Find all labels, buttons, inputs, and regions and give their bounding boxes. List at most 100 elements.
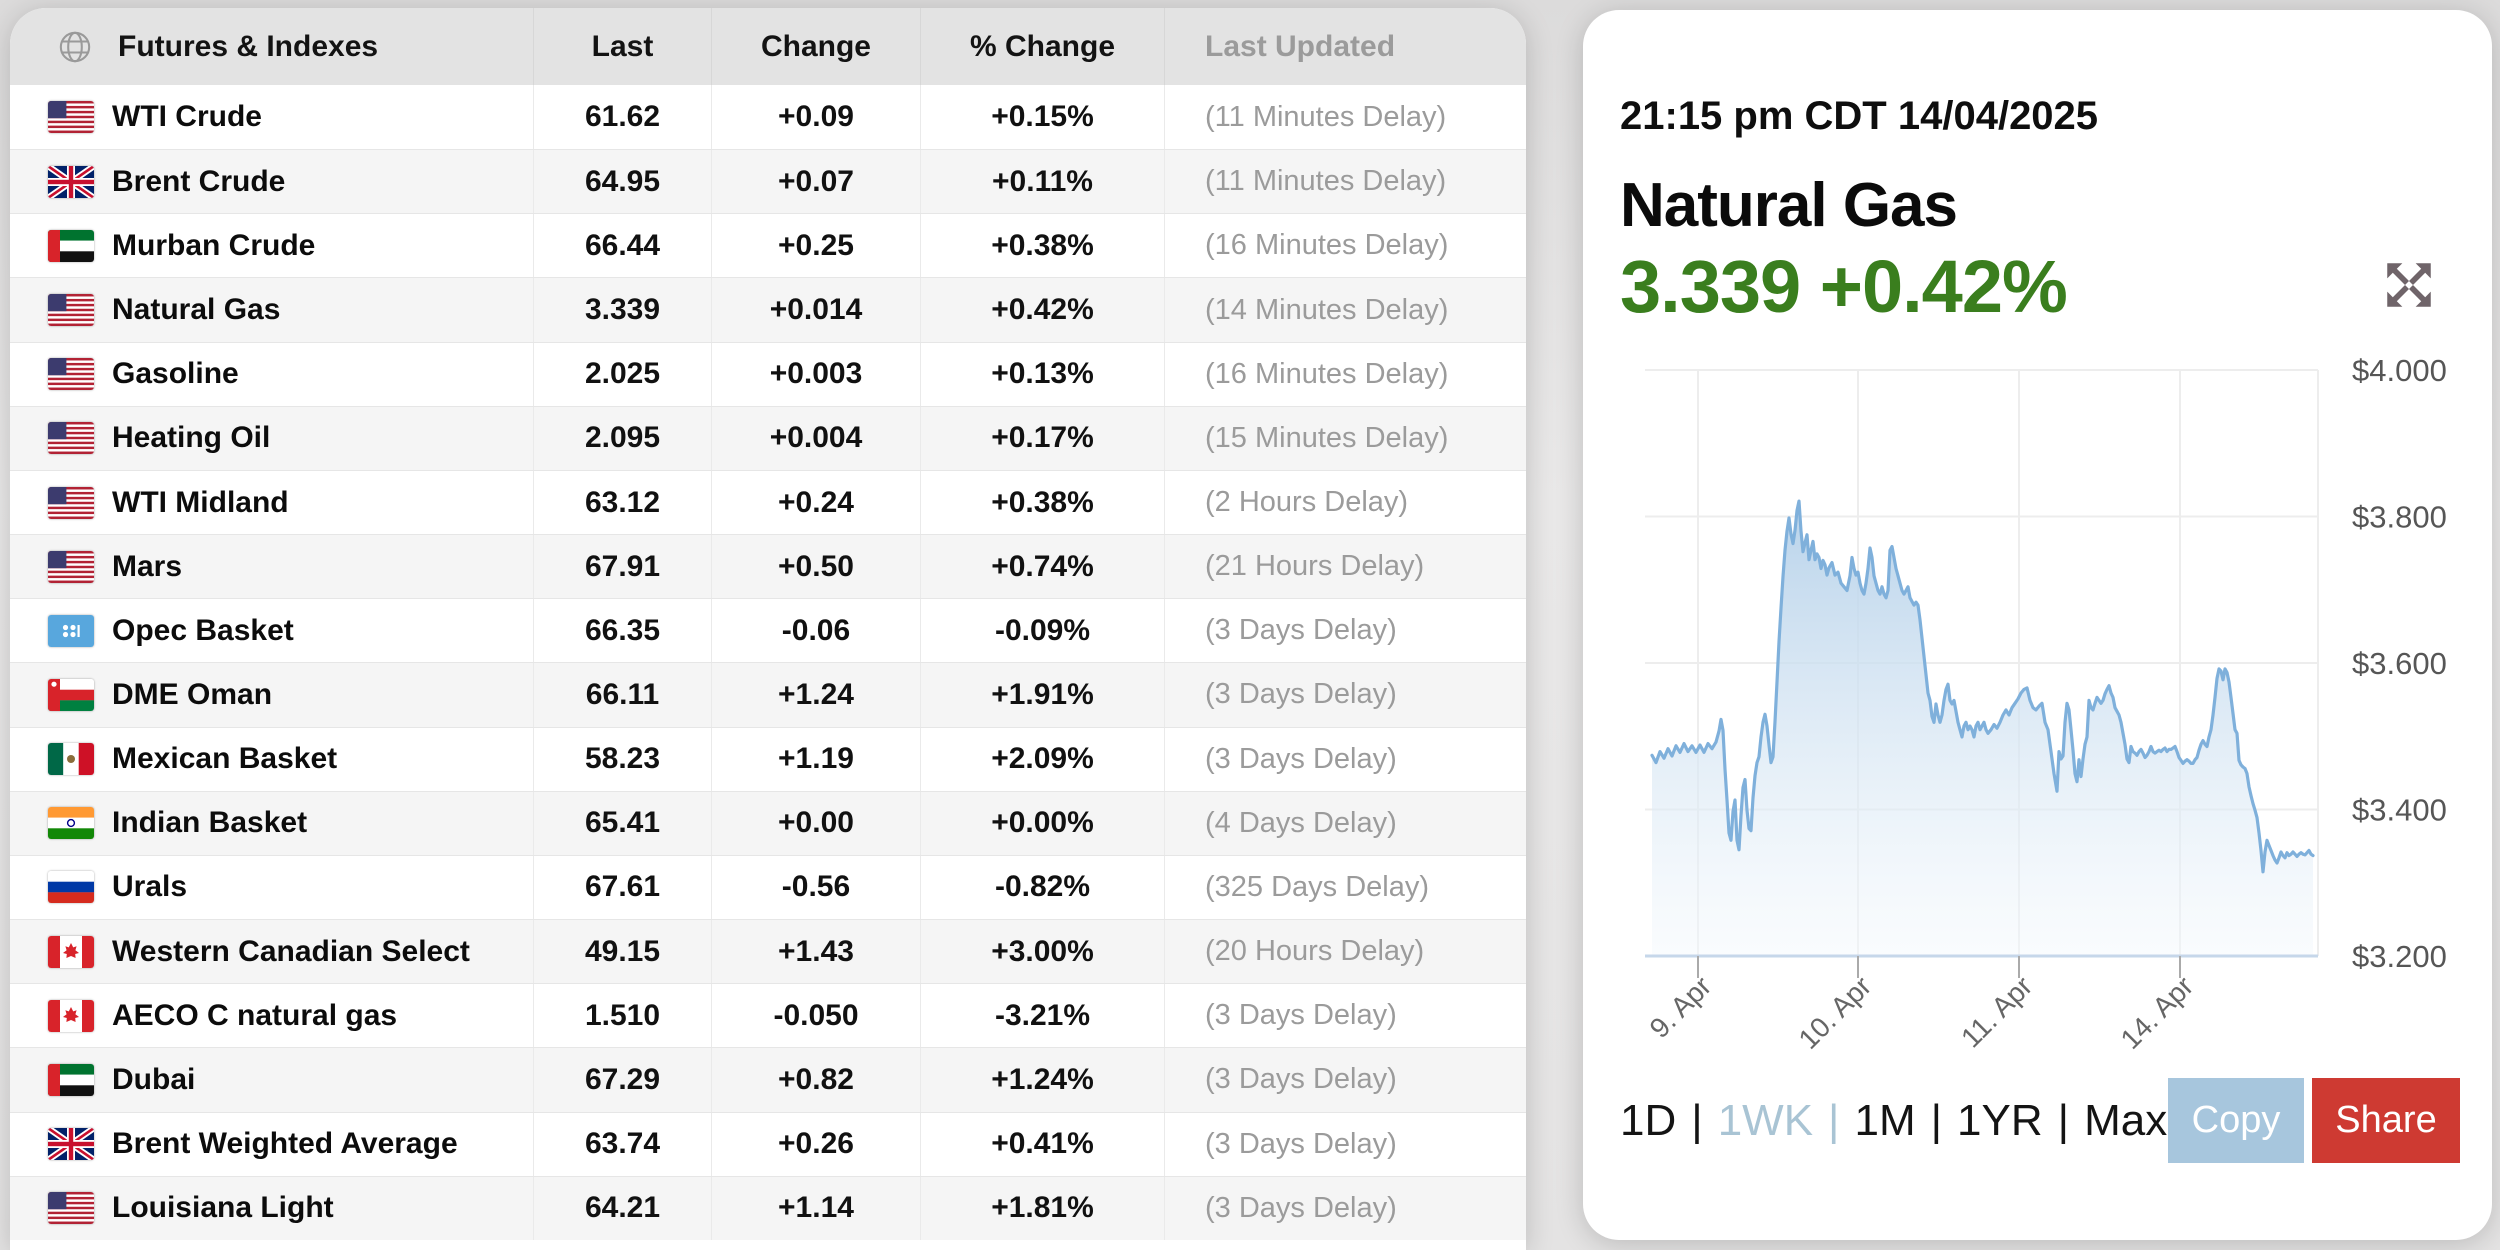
table-row[interactable]: Mexican Basket 58.23 +1.19 +2.09% (3 Days De… bbox=[10, 726, 1526, 791]
range-1wk[interactable]: 1WK bbox=[1717, 1095, 1814, 1145]
table-row[interactable]: Opec Basket 66.35 -0.06 -0.09% (3 Days Delay… bbox=[10, 598, 1526, 663]
instrument-cell: AECO C natural gas bbox=[10, 984, 533, 1047]
price-area-chart: 9. Apr 10. Apr 11. Apr 14. Apr $4.000 $3.800 $… bbox=[1644, 353, 2447, 1055]
x-axis-label: 14. Apr bbox=[2115, 970, 2200, 1055]
change-value: +0.26 bbox=[711, 1112, 920, 1176]
change-value: +1.14 bbox=[711, 1176, 920, 1240]
copy-button[interactable]: Copy bbox=[2168, 1078, 2304, 1163]
instrument-name: Louisiana Light bbox=[112, 1191, 334, 1225]
change-value: +0.25 bbox=[711, 214, 920, 278]
range-max[interactable]: Max bbox=[2084, 1095, 2168, 1145]
instrument-cell: DME Oman bbox=[10, 663, 533, 726]
last-value: 58.23 bbox=[533, 727, 711, 791]
ca-flag-icon bbox=[48, 999, 94, 1032]
mx-flag-icon bbox=[48, 743, 94, 776]
pct-change-value: +3.00% bbox=[920, 920, 1164, 984]
last-value: 2.095 bbox=[533, 406, 711, 470]
last-value: 66.35 bbox=[533, 599, 711, 663]
last-value: 63.74 bbox=[533, 1112, 711, 1176]
table-body: WTI Crude 61.62 +0.09 +0.15% (11 Minutes Del… bbox=[10, 85, 1526, 1240]
change-value: -0.050 bbox=[711, 984, 920, 1048]
table-row[interactable]: Brent Crude 64.95 +0.07 +0.11% (11 Minutes D… bbox=[10, 149, 1526, 214]
instrument-name: Murban Crude bbox=[112, 228, 316, 262]
table-row[interactable]: Murban Crude 66.44 +0.25 +0.38% (16 Minutes … bbox=[10, 213, 1526, 278]
instrument-name: Brent Crude bbox=[112, 164, 286, 198]
instrument-cell: Natural Gas bbox=[10, 278, 533, 341]
last-updated-value: (3 Days Delay) bbox=[1164, 663, 1526, 727]
natural-gas-chart-card: 9. Apr 10. Apr 11. Apr 14. Apr $4.000 $3.800 $… bbox=[1583, 10, 2492, 1240]
x-axis-label: 9. Apr bbox=[1644, 970, 1718, 1044]
pct-change-value: +0.17% bbox=[920, 406, 1164, 470]
last-value: 66.44 bbox=[533, 214, 711, 278]
last-value: 66.11 bbox=[533, 663, 711, 727]
share-button[interactable]: Share bbox=[2312, 1078, 2460, 1163]
change-value: +0.003 bbox=[711, 342, 920, 406]
ru-flag-icon bbox=[48, 871, 94, 904]
last-value: 67.29 bbox=[533, 1048, 711, 1112]
instrument-name: AECO C natural gas bbox=[112, 998, 398, 1032]
table-row[interactable]: Urals 67.61 -0.56 -0.82% (325 Days Delay) bbox=[10, 854, 1526, 920]
us-flag-icon bbox=[48, 101, 94, 134]
range-1yr[interactable]: 1YR bbox=[1957, 1095, 2043, 1145]
last-value: 67.91 bbox=[533, 535, 711, 599]
last-value: 2.025 bbox=[533, 342, 711, 406]
last-updated-value: (11 Minutes Delay) bbox=[1164, 85, 1526, 150]
table-row[interactable]: Louisiana Light 64.21 +1.14 +1.81% (3 Days D… bbox=[10, 1175, 1526, 1240]
table-row[interactable]: Western Canadian Select 49.15 +1.43 +3.00%(… bbox=[10, 919, 1526, 984]
instrument-name: Heating Oil bbox=[112, 421, 271, 455]
us-flag-icon bbox=[48, 550, 94, 583]
table-row[interactable]: Natural Gas 3.339 +0.014 +0.42% (14 Minutes … bbox=[10, 277, 1526, 342]
header-cell-change: Change bbox=[711, 8, 920, 85]
table-row[interactable]: Brent Weighted Average 63.74 +0.26 +0.41% (3… bbox=[10, 1111, 1526, 1176]
instrument-cell: Heating Oil bbox=[10, 407, 533, 470]
table-row[interactable]: WTI Crude 61.62 +0.09 +0.15% (11 Minutes Del… bbox=[10, 85, 1526, 150]
instrument-name: WTI Crude bbox=[112, 100, 262, 134]
instrument-cell: Dubai bbox=[10, 1048, 533, 1111]
last-updated-value: (4 Days Delay) bbox=[1164, 791, 1526, 855]
pct-change-value: -0.82% bbox=[920, 855, 1164, 920]
table-row[interactable]: WTI Midland 63.12 +0.24 +0.38% (2 Hours Dela… bbox=[10, 469, 1526, 535]
last-updated-value: (20 Hours Delay) bbox=[1164, 920, 1526, 984]
pct-change-value: +1.91% bbox=[920, 663, 1164, 727]
pct-change-value: +0.41% bbox=[920, 1112, 1164, 1176]
table-row[interactable]: AECO C natural gas 1.510 -0.050 -3.21% (3 Da… bbox=[10, 983, 1526, 1048]
instrument-cell: Western Canadian Select bbox=[10, 920, 533, 983]
instrument-name: Mexican Basket bbox=[112, 742, 338, 776]
header-cell-instrument: Futures & Indexes bbox=[10, 8, 533, 85]
table-row[interactable]: DME Oman 66.11 +1.24 +1.91% (3 Days Delay) bbox=[10, 662, 1526, 727]
ca-flag-icon bbox=[48, 935, 94, 968]
instrument-cell: Louisiana Light bbox=[10, 1177, 533, 1240]
range-separator: | bbox=[1930, 1095, 1943, 1145]
range-separator: | bbox=[1691, 1095, 1703, 1145]
y-axis-label: $3.400 bbox=[2352, 793, 2447, 828]
instrument-title: Natural Gas bbox=[1620, 171, 1958, 240]
last-updated-value: (15 Minutes Delay) bbox=[1164, 406, 1526, 470]
last-updated-value: (3 Days Delay) bbox=[1164, 1112, 1526, 1176]
table-row[interactable]: Indian Basket 65.41 +0.00 +0.00% (4 Days Del… bbox=[10, 790, 1526, 855]
range-1d[interactable]: 1D bbox=[1620, 1095, 1677, 1145]
ae-flag-icon bbox=[48, 229, 94, 262]
range-1m[interactable]: 1M bbox=[1854, 1095, 1916, 1145]
last-value: 67.61 bbox=[533, 855, 711, 920]
expand-arrows-icon[interactable] bbox=[2380, 256, 2438, 314]
instrument-name: Natural Gas bbox=[112, 293, 281, 327]
table-row[interactable]: Mars 67.91 +0.50 +0.74% (21 Hours Delay) bbox=[10, 534, 1526, 599]
pct-change-value: +0.13% bbox=[920, 342, 1164, 406]
globe-icon bbox=[58, 30, 92, 64]
us-flag-icon bbox=[48, 1192, 94, 1225]
table-row[interactable]: Heating Oil 2.095 +0.004 +0.17% (15 Minutes … bbox=[10, 405, 1526, 470]
y-axis-label: $4.000 bbox=[2352, 353, 2447, 388]
instrument-name: WTI Midland bbox=[112, 485, 289, 519]
instrument-name: Opec Basket bbox=[112, 613, 294, 647]
opec-flag-icon bbox=[48, 614, 94, 647]
instrument-cell: Urals bbox=[10, 856, 533, 919]
futures-table-card: Futures & Indexes Last Change % Change L… bbox=[10, 8, 1526, 1250]
pct-change-value: +0.38% bbox=[920, 470, 1164, 535]
instrument-cell: WTI Crude bbox=[10, 85, 533, 149]
table-row[interactable]: Gasoline 2.025 +0.003 +0.13% (16 Minutes Del… bbox=[10, 341, 1526, 406]
instrument-cell: Gasoline bbox=[10, 343, 533, 406]
last-value: 64.21 bbox=[533, 1176, 711, 1240]
table-row[interactable]: Dubai 67.29 +0.82 +1.24% (3 Days Delay) bbox=[10, 1047, 1526, 1112]
ae-flag-icon bbox=[48, 1063, 94, 1096]
last-updated-value: (3 Days Delay) bbox=[1164, 727, 1526, 791]
